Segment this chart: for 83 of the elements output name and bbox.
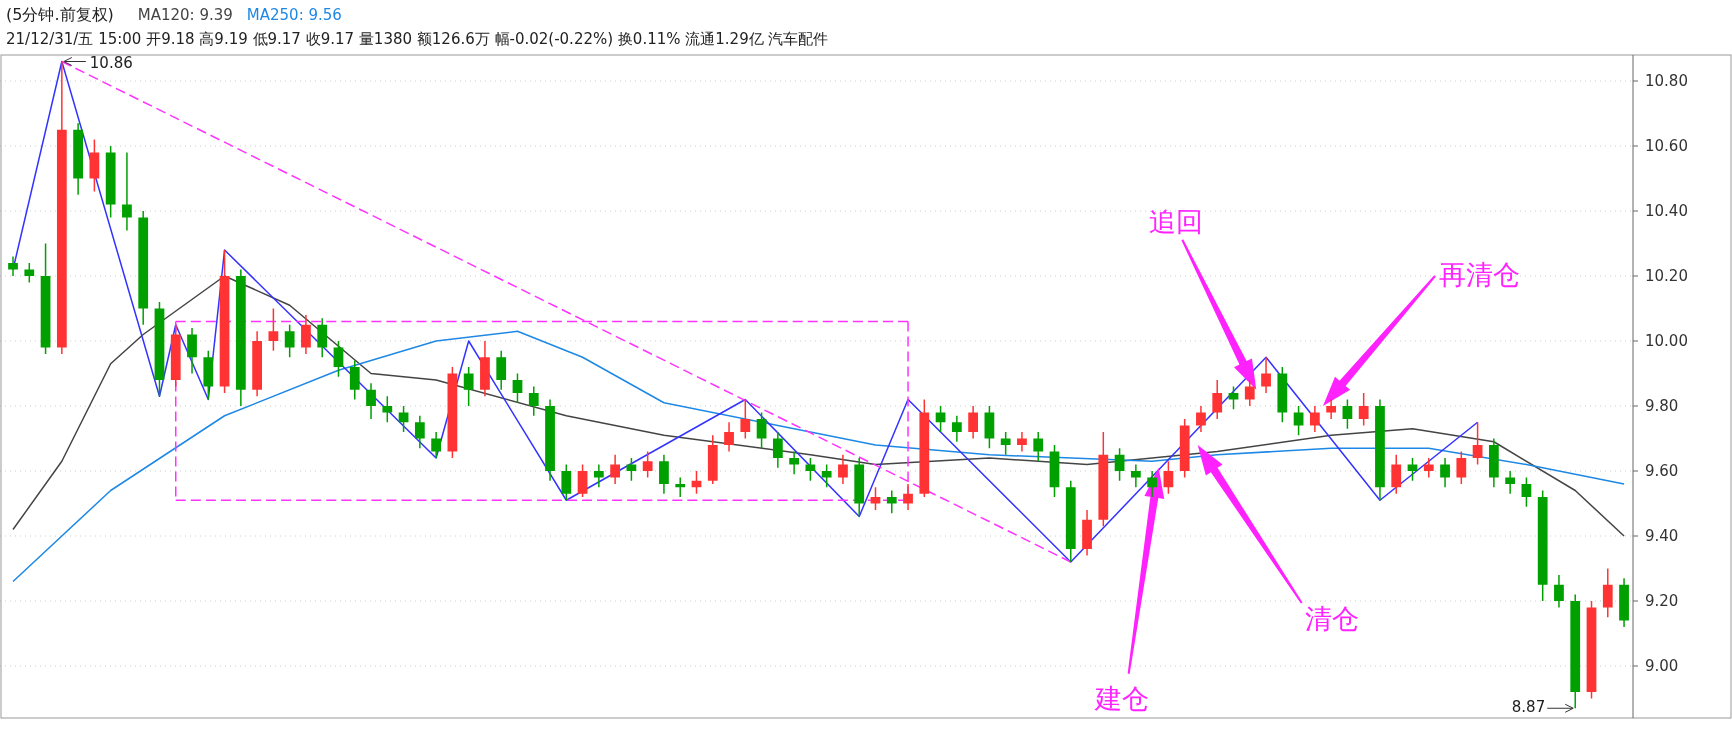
- candlestick: [577, 463, 588, 498]
- candlestick: [642, 450, 653, 479]
- candlestick: [463, 366, 474, 407]
- annotation: 追回: [1149, 205, 1204, 237]
- candlestick: [610, 454, 620, 485]
- candlestick: [333, 340, 344, 378]
- candlestick: [1602, 567, 1613, 618]
- candlestick: [659, 454, 669, 495]
- candlestick: [1456, 450, 1467, 485]
- candlestick: [512, 372, 523, 404]
- y-tick-label: 9.80: [1645, 397, 1679, 415]
- candlestick: [1000, 431, 1011, 456]
- candlestick: [789, 450, 800, 475]
- y-tick-label: 10.00: [1645, 332, 1688, 350]
- candlestick: [528, 385, 539, 417]
- y-tick-label: 9.20: [1645, 592, 1679, 610]
- candlestick: [366, 382, 376, 420]
- candlestick: [756, 411, 767, 449]
- y-tick-label: 9.40: [1645, 527, 1679, 545]
- candlestick: [1212, 379, 1223, 420]
- candlestick: [1309, 405, 1320, 433]
- candlestick: [593, 463, 604, 488]
- candlestick: [903, 483, 913, 511]
- candlestick: [740, 398, 751, 440]
- candlestick: [968, 405, 979, 440]
- candlestick: [1293, 405, 1304, 436]
- candlestick: [1472, 421, 1483, 466]
- candlestick: [821, 463, 832, 488]
- line-series: [12, 330, 1625, 583]
- candlestick: [1147, 470, 1158, 498]
- candlestick: [317, 317, 328, 358]
- annotation: 10.86: [89, 53, 133, 72]
- candlestick: [675, 476, 686, 498]
- series-names: MA120: 9.39 MA250: 9.56: [137, 6, 342, 24]
- candlestick: [268, 307, 279, 352]
- chart-title: (5分钟.前复权): [6, 5, 114, 24]
- candlestick: [284, 324, 295, 358]
- annotation: 建仓: [1093, 682, 1149, 714]
- candlestick: [1342, 398, 1353, 430]
- candlestick: [870, 486, 881, 511]
- candlestick: [1391, 454, 1402, 495]
- candlestick: [1244, 379, 1255, 407]
- y-tick-label: 10.40: [1645, 202, 1688, 220]
- candlestick: [24, 262, 35, 284]
- candlestick: [496, 350, 507, 391]
- candlestick: [1358, 392, 1369, 427]
- candlestick: [122, 151, 132, 232]
- chart-subtitle: 21/12/31/五 15:00 开9.18 高9.19 低9.17 收9.17 量1380 额126.6万 幅-0.02(-0.22%) 换0.11% 流通1.29亿 汽车配件: [6, 30, 829, 48]
- candlestick: [382, 395, 393, 423]
- candlestick: [1261, 356, 1271, 394]
- candlestick: [951, 415, 962, 443]
- candlestick: [431, 431, 441, 459]
- candlestick: [1521, 476, 1532, 508]
- annotation: 再清仓: [1439, 259, 1521, 290]
- candlestick: [8, 255, 18, 277]
- candlestick: [724, 421, 734, 453]
- annotation: 8.87: [1511, 698, 1546, 717]
- candlestick: [1130, 463, 1141, 488]
- candlestick: [1423, 457, 1434, 479]
- y-tick-label: 10.60: [1645, 137, 1688, 155]
- candlestick: [1196, 405, 1206, 433]
- candlestick: [1505, 470, 1516, 495]
- y-tick-label: 10.80: [1645, 72, 1688, 90]
- candlestick: [301, 314, 311, 355]
- candlestick: [1017, 431, 1027, 453]
- candlestick: [187, 327, 197, 375]
- annotation: 清仓: [1304, 603, 1359, 634]
- y-tick-label: 10.20: [1645, 267, 1688, 285]
- candlestick: [1033, 431, 1044, 462]
- candlestick: [561, 463, 572, 501]
- candlestick: [349, 359, 360, 401]
- y-tick-label: 9.00: [1645, 657, 1679, 675]
- candlestick: [1440, 457, 1450, 488]
- candlestick: [1554, 574, 1564, 609]
- candlestick: [414, 415, 425, 449]
- candlestick: [1228, 385, 1239, 410]
- candlestick: [1326, 398, 1337, 420]
- candlestick: [772, 431, 783, 469]
- y-tick-label: 9.60: [1645, 462, 1679, 480]
- candlestick: [1114, 447, 1125, 482]
- candlestick: [1163, 460, 1174, 495]
- candlestick: [886, 489, 897, 514]
- candlestick: [838, 454, 848, 485]
